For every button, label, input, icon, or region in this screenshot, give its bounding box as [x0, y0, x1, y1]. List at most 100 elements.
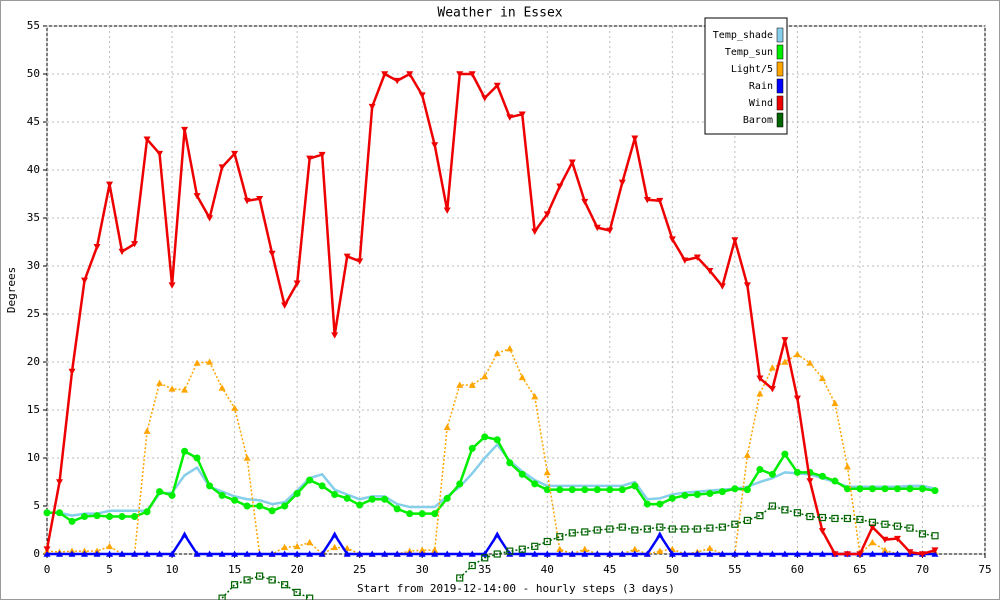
point	[281, 550, 289, 557]
point	[368, 495, 376, 503]
point	[606, 227, 614, 234]
point	[856, 515, 864, 524]
point	[231, 550, 239, 557]
point	[456, 550, 464, 557]
point	[518, 545, 526, 553]
point	[843, 514, 852, 523]
point	[368, 550, 376, 557]
point	[406, 71, 414, 78]
point	[593, 526, 601, 534]
point	[131, 550, 139, 557]
point	[531, 393, 539, 400]
legend-label: Light/5	[731, 64, 773, 75]
y-tick-label: 40	[27, 163, 40, 176]
point	[56, 550, 64, 557]
point	[568, 529, 576, 537]
point	[481, 95, 489, 102]
x-tick-label: 25	[353, 563, 366, 576]
point	[506, 345, 514, 352]
point	[556, 183, 564, 190]
point	[468, 561, 476, 570]
legend-label: Wind	[749, 98, 773, 109]
point	[818, 528, 826, 535]
point	[718, 550, 726, 557]
point	[918, 551, 926, 558]
point	[681, 525, 689, 533]
x-tick-label: 35	[478, 563, 491, 576]
x-tick-label: 75	[978, 563, 991, 576]
point	[468, 550, 476, 557]
point	[306, 538, 314, 546]
series	[43, 71, 939, 558]
point	[106, 181, 114, 188]
point	[856, 551, 864, 558]
point	[43, 546, 51, 553]
point	[206, 215, 214, 222]
x-tick-label: 5	[106, 563, 113, 576]
point	[43, 550, 51, 557]
point	[881, 520, 889, 528]
point	[768, 386, 776, 393]
legend-swatch	[776, 78, 784, 94]
point	[106, 513, 114, 521]
point	[718, 523, 726, 531]
point	[643, 500, 651, 508]
legend-label: Temp_sun	[725, 47, 773, 58]
point	[606, 525, 614, 533]
series	[47, 443, 936, 517]
point	[656, 197, 664, 205]
point	[243, 197, 251, 205]
point	[656, 531, 664, 538]
point	[793, 395, 801, 402]
point	[656, 547, 664, 554]
point	[756, 466, 764, 474]
point	[831, 514, 839, 523]
point	[706, 524, 714, 532]
point	[731, 237, 739, 244]
point	[306, 476, 314, 484]
point	[306, 155, 314, 162]
point	[418, 510, 426, 518]
point	[793, 350, 801, 358]
series-line	[221, 505, 936, 599]
point	[406, 550, 414, 557]
chart-title: Weather in Essex	[437, 6, 562, 21]
point	[118, 550, 126, 557]
point	[481, 433, 489, 441]
series-line	[45, 72, 936, 556]
point	[93, 512, 101, 520]
point	[818, 472, 826, 480]
point	[393, 77, 401, 85]
point	[918, 485, 926, 493]
legend-swatch	[776, 95, 784, 111]
point	[218, 550, 226, 557]
point	[868, 485, 876, 493]
point	[93, 550, 101, 557]
point	[418, 92, 426, 99]
point	[343, 253, 351, 260]
legend-swatch	[776, 27, 784, 43]
point	[293, 542, 301, 550]
point	[493, 349, 501, 357]
point	[456, 574, 464, 582]
series-line	[46, 347, 936, 555]
point	[56, 509, 64, 517]
point	[656, 523, 664, 531]
point	[331, 490, 339, 498]
point	[493, 531, 501, 538]
point	[743, 550, 751, 557]
point	[181, 531, 189, 538]
point	[143, 508, 151, 516]
point	[218, 164, 226, 171]
point	[643, 550, 651, 557]
x-tick-label: 30	[416, 563, 429, 576]
x-tick-label: 15	[228, 563, 241, 576]
x-tick-label: 40	[541, 563, 554, 576]
point	[281, 543, 289, 551]
point	[456, 71, 464, 78]
point	[406, 510, 414, 518]
point	[693, 490, 701, 498]
point	[231, 496, 239, 504]
point	[743, 282, 751, 289]
point	[881, 536, 889, 544]
